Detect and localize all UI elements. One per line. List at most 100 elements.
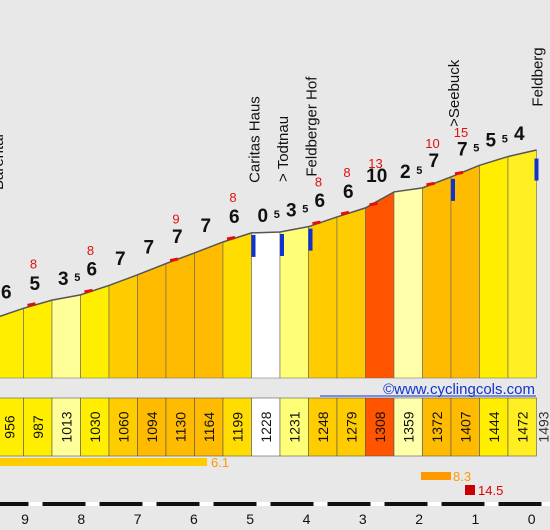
elevation-cell <box>336 397 366 457</box>
x-tick-label: 7 <box>134 511 142 527</box>
max-grade-mark <box>84 288 93 294</box>
elevation-cell <box>279 397 309 457</box>
average-grade-bar <box>0 458 207 466</box>
place-label: Feldberger Hof <box>304 76 321 177</box>
profile-segment <box>450 164 480 379</box>
elevation-value: 1372 <box>429 411 445 442</box>
grade-label: 7 <box>172 227 183 248</box>
max-grade-mark <box>369 201 378 207</box>
elevation-value: 1472 <box>514 411 530 442</box>
km-ruler-segment <box>0 502 14 506</box>
summit-elevation: 1493 <box>536 411 550 442</box>
elevation-value: 1359 <box>400 411 416 442</box>
x-tick-label: 1 <box>472 511 480 527</box>
grade-label: 6 <box>1 282 12 303</box>
watermark: ©www.cyclingcols.com <box>383 381 535 398</box>
elevation-value: 1030 <box>87 411 103 442</box>
elevation-value: 1231 <box>286 411 302 442</box>
max-grade-label: 15 <box>454 125 468 140</box>
x-tick-label: 9 <box>21 511 29 527</box>
x-tick-label: 5 <box>246 511 254 527</box>
km-ruler-segment <box>28 502 43 506</box>
elevation-cell <box>222 397 252 457</box>
profile-segment <box>80 285 110 379</box>
elevation-value: 1130 <box>172 412 188 442</box>
grade-label: 7 <box>457 139 468 160</box>
profile-segment <box>308 216 338 379</box>
grade-label: 3 <box>58 269 69 290</box>
place-marker <box>280 233 284 256</box>
max-grade-label: 8 <box>315 175 322 190</box>
profile-segment <box>336 207 366 379</box>
km-ruler-segment <box>427 502 442 506</box>
elevation-value: 1228 <box>258 411 274 442</box>
elevation-value: 1199 <box>229 412 245 442</box>
grade-label-fraction: 5 <box>274 209 280 221</box>
elevation-value: 1279 <box>343 411 359 442</box>
elevation-cell <box>479 397 509 457</box>
elevation-cell <box>251 397 281 457</box>
elevation-cell <box>365 397 395 457</box>
grade-label-fraction: 5 <box>416 165 422 177</box>
km-ruler-segment <box>541 502 550 506</box>
profile-segment <box>165 252 195 379</box>
km-ruler-segment <box>513 502 527 506</box>
place-label: >Seebuck <box>446 59 463 127</box>
elevation-cell <box>80 397 110 457</box>
elevation-value: 1248 <box>315 411 331 442</box>
place-marker <box>451 178 455 201</box>
grade-label: 3 <box>286 201 297 222</box>
max-grade-label: 8 <box>343 165 350 180</box>
km-ruler-segment <box>342 502 356 506</box>
elevation-value: 1444 <box>486 411 502 442</box>
grade-label: 7 <box>115 249 126 270</box>
max-grade-label: 9 <box>172 212 179 227</box>
max-grade-mark <box>312 220 321 226</box>
grade-label: 10 <box>366 166 387 187</box>
km-ruler <box>0 502 550 506</box>
profile-segment <box>23 299 53 379</box>
profile-segment <box>479 156 509 379</box>
x-tick-label: 2 <box>415 511 423 527</box>
km-ruler-segment <box>399 502 413 506</box>
km-ruler-segment <box>142 502 157 506</box>
elevation-value: 1407 <box>457 411 473 442</box>
km-ruler-segment <box>57 502 71 506</box>
x-tick-label: 6 <box>190 511 198 527</box>
profile-segment <box>137 263 167 379</box>
place-label: Feldberg <box>530 47 547 106</box>
elevation-value: 987 <box>30 415 46 439</box>
grade-label: 4 <box>514 124 525 145</box>
grade-label-fraction: 5 <box>502 134 508 146</box>
grade-bar-2-label: 8.3 <box>453 469 471 484</box>
km-ruler-segment <box>370 502 385 506</box>
km-ruler-segment <box>199 502 214 506</box>
grade-label: 7 <box>428 151 439 172</box>
km-ruler-segment <box>228 502 242 506</box>
elevation-cell <box>108 397 138 457</box>
grade-bar-3 <box>465 485 475 495</box>
elevation-value: 1013 <box>58 411 74 442</box>
elevation-value: 1308 <box>372 411 388 442</box>
km-ruler-segment <box>484 502 499 506</box>
grade-label-fraction: 5 <box>473 142 479 154</box>
grade-label: 7 <box>143 238 154 259</box>
profile-segment <box>222 232 252 379</box>
max-grade-mark <box>426 181 435 187</box>
max-grade-mark <box>226 235 236 241</box>
grade-label: 5 <box>485 131 496 152</box>
elevation-cell <box>308 397 338 457</box>
grade-label: 6 <box>343 182 354 203</box>
grade-label: 6 <box>229 207 240 228</box>
grade-label-fraction: 5 <box>302 204 308 216</box>
profile-segment <box>194 241 224 379</box>
profile-segment <box>365 191 395 379</box>
profile-segment <box>51 294 81 379</box>
profile-segment <box>393 187 423 379</box>
elevation-cell <box>23 397 53 457</box>
x-tick-label: 3 <box>359 511 367 527</box>
grade-label: 0 <box>257 206 268 227</box>
km-ruler-segment <box>256 502 271 506</box>
